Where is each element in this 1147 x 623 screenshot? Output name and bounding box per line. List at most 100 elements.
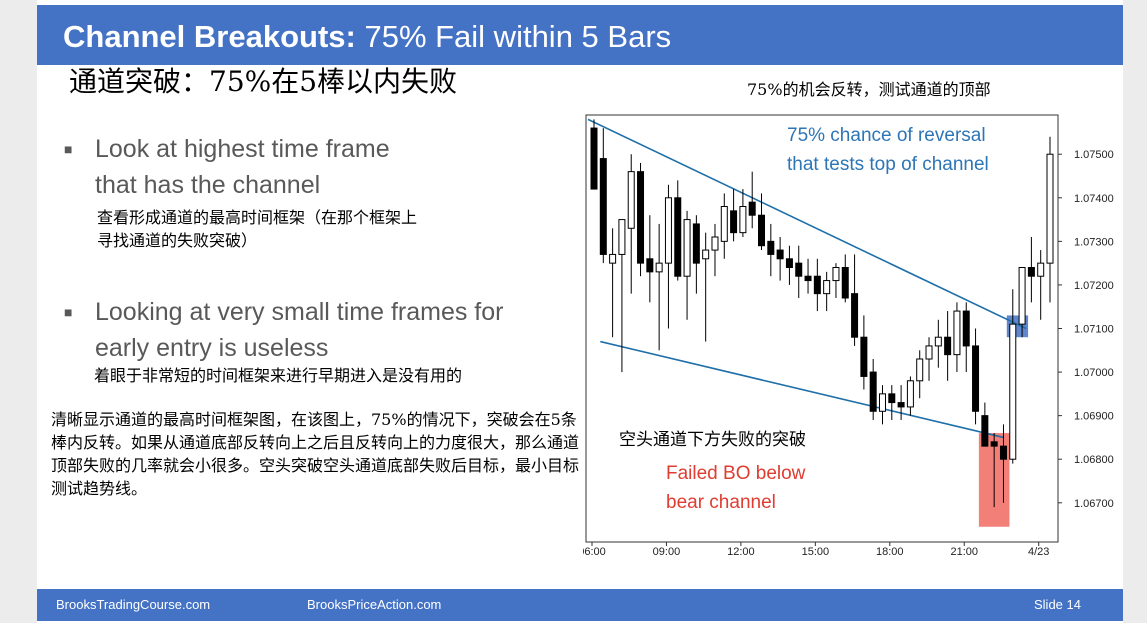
bull-candle — [1046, 153, 1054, 264]
x-tick-label: 18:00 — [876, 546, 904, 558]
bear-candle — [590, 127, 598, 190]
y-tick-label: 1.07300 — [1074, 236, 1114, 248]
x-tick-label: 4/23 — [1028, 546, 1049, 558]
bear-candle — [646, 258, 654, 273]
footer-center: BrooksPriceAction.com — [307, 597, 442, 612]
bullet-1-line-1: Look at highest time frame — [95, 135, 390, 163]
channel-bottom-line — [600, 340, 1004, 439]
x-tick-label: 15:00 — [802, 546, 830, 558]
bull-candle — [1009, 323, 1017, 460]
x-tick-label: 21:00 — [950, 546, 978, 558]
y-tick-label: 1.06700 — [1074, 498, 1114, 510]
bear-candle — [897, 402, 905, 408]
bull-candle — [618, 219, 626, 255]
bear-candle — [944, 336, 952, 356]
bull-candle — [711, 236, 719, 251]
bull-candle — [906, 380, 914, 408]
bear-candle — [767, 240, 775, 255]
bullet-1-chinese-line-1: 查看形成通道的最高时间框架（在那个框架上 — [97, 208, 418, 227]
bear-candle — [962, 310, 970, 347]
y-tick-label: 1.07000 — [1074, 367, 1114, 379]
slide-title: Channel Breakouts: 75% Fail within 5 Bar… — [63, 19, 671, 55]
bear-candle — [990, 441, 998, 447]
bear-candle — [776, 249, 784, 260]
bear-candle — [972, 345, 980, 412]
bull-candle — [878, 393, 886, 412]
bear-candle — [599, 158, 607, 255]
x-tick-label: 12:00 — [727, 546, 755, 558]
footer-left: BrooksTradingCourse.com — [56, 597, 211, 612]
bear-candle — [804, 275, 812, 282]
annotation-bottom-chinese: 空头通道下方失败的突破 — [619, 430, 806, 449]
bull-candle — [664, 197, 672, 264]
bull-candle — [655, 262, 663, 273]
bear-candle — [674, 197, 682, 277]
bull-candle — [1037, 262, 1045, 277]
title-bar: Channel Breakouts: 75% Fail within 5 Bar… — [37, 5, 1123, 65]
bull-candle — [832, 267, 840, 282]
bull-candle — [720, 206, 728, 242]
bear-candle — [999, 445, 1007, 460]
chinese-title: 通道突破：75%在5棒以内失败 — [69, 65, 458, 98]
y-tick-label: 1.07100 — [1074, 324, 1114, 336]
bullet-2-line-1: Looking at very small time frames for — [95, 298, 504, 326]
bear-candle — [795, 262, 803, 277]
bull-candle — [953, 310, 961, 356]
bullet-1: ■ Look at highest time frame that has th… — [64, 131, 390, 203]
bear-candle — [758, 214, 766, 247]
bullet-1-chinese-line-2: 寻找通道的失败突破） — [97, 231, 258, 250]
bear-candle — [1027, 267, 1035, 277]
bear-candle — [860, 336, 868, 377]
bullet-2-line-2: early entry is useless — [95, 334, 329, 362]
bull-candle — [683, 219, 691, 277]
y-tick-label: 1.07500 — [1074, 149, 1114, 161]
bear-candle — [841, 267, 849, 299]
footer-slide-number: Slide 14 — [1034, 597, 1081, 612]
price-chart: 1.07500 1.07400 1.07300 1.07200 1.07100 1.070… — [578, 112, 1123, 562]
bullet-2-chinese: 着眼于非常短的时间框架来进行早期进入是没有用的 — [94, 364, 462, 387]
bull-candle — [934, 336, 942, 347]
annotation-bottom-line-2: bear channel — [666, 492, 776, 513]
annotation-bottom-line-1: Failed BO below — [666, 463, 806, 484]
slide-title-bold: Channel Breakouts: — [63, 19, 356, 54]
y-tick-label: 1.06900 — [1074, 411, 1114, 423]
bull-candle — [739, 206, 747, 234]
channel-top-line — [587, 118, 1027, 330]
bull-candle — [823, 280, 831, 295]
bullet-square-icon: ■ — [64, 304, 73, 320]
bull-candle — [702, 249, 710, 260]
bear-candle — [748, 201, 756, 216]
y-tick-label: 1.07200 — [1074, 280, 1114, 292]
y-tick-label: 1.06800 — [1074, 454, 1114, 466]
x-tick-label: 06:00 — [583, 546, 606, 558]
y-tick-label: 1.07400 — [1074, 193, 1114, 205]
bullet-1-line-2: that has the channel — [95, 171, 321, 199]
annotation-top-line-1: 75% chance of reversal — [787, 125, 986, 146]
bull-candle — [627, 171, 635, 229]
bear-candle — [869, 371, 877, 412]
bullet-square-icon: ■ — [64, 141, 73, 157]
chinese-chart-annotation: 75%的机会反转，测试通道的顶部 — [747, 80, 991, 99]
bear-candle — [637, 171, 645, 264]
bear-candle — [981, 415, 989, 447]
bear-candle — [730, 210, 738, 234]
bull-candle — [925, 345, 933, 360]
bear-candle — [785, 258, 793, 269]
bear-candle — [692, 223, 700, 264]
bull-candle — [1018, 267, 1026, 325]
footer-bar: BrooksTradingCourse.com BrooksPriceActio… — [37, 589, 1123, 621]
slide: Channel Breakouts: 75% Fail within 5 Bar… — [37, 0, 1123, 623]
price-chart-svg: 1.07500 1.07400 1.07300 1.07200 1.07100 1.070… — [578, 114, 1114, 558]
bullet-2: ■ Looking at very small time frames for … — [64, 294, 504, 366]
slide-title-rest: 75% Fail within 5 Bars — [355, 19, 672, 54]
bullet-2-chinese-line-1: 着眼于非常短的时间框架来进行早期进入是没有用的 — [94, 366, 463, 385]
bear-candle — [851, 293, 859, 338]
annotation-top-line-2: that tests top of channel — [787, 154, 989, 175]
chinese-explanation: 清晰显示通道的最高时间框架图，在该图上，75%的情况下，突破会在5条棒内反转。如… — [51, 410, 580, 498]
x-tick-label: 09:00 — [653, 546, 681, 558]
bullet-1-chinese: 查看形成通道的最高时间框架（在那个框架上 寻找通道的失败突破） — [97, 206, 417, 252]
bear-candle — [813, 275, 821, 295]
bear-candle — [888, 393, 896, 404]
bull-candle — [916, 358, 924, 382]
bull-candle — [609, 253, 617, 264]
